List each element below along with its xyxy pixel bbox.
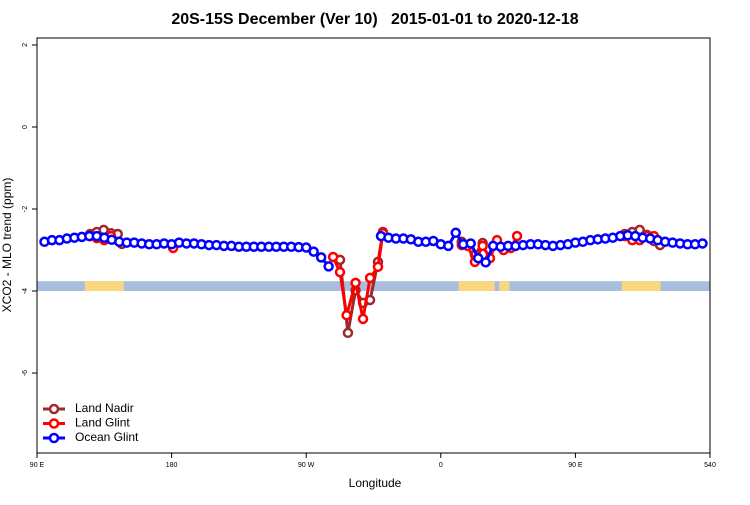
legend-label: Ocean Glint	[75, 430, 139, 444]
data-point	[372, 261, 384, 273]
data-point	[511, 230, 523, 242]
y-tick-label: 2	[22, 43, 29, 47]
data-point	[323, 261, 334, 272]
legend-label: Land Nadir	[75, 401, 134, 415]
land-patch	[499, 281, 510, 292]
y-tick-label: -6	[22, 370, 29, 376]
data-point	[327, 251, 339, 263]
legend-swatch-point	[48, 403, 60, 415]
data-point	[450, 227, 462, 239]
x-tick-label: 90 E	[568, 462, 583, 469]
x-axis-label: Longitude	[349, 476, 402, 490]
plot-frame	[36, 37, 711, 454]
data-point	[477, 240, 488, 252]
y-axis-label: XCO2 - MLO trend (ppm)	[0, 178, 14, 313]
data-point	[308, 246, 319, 257]
data-point	[315, 252, 327, 263]
x-tick-label: 90 W	[298, 462, 315, 469]
x-tick-label: 0	[439, 462, 443, 469]
x-tick-label: 180	[166, 462, 178, 469]
y-tick-label: -2	[22, 206, 29, 212]
data-point	[697, 238, 708, 249]
data-point	[357, 313, 369, 325]
data-point	[350, 277, 361, 289]
land-patch	[84, 281, 124, 292]
y-tick-label: -4	[22, 288, 29, 294]
data-point	[472, 252, 484, 264]
legend-swatch-point	[48, 418, 60, 429]
data-point	[300, 242, 312, 253]
chart-title: 20S-15S December (Ver 10) 2015-01-01 to …	[171, 11, 578, 28]
x-tick-label: 90 E	[30, 462, 45, 469]
data-point	[443, 240, 454, 252]
legend-label: Land Glint	[75, 416, 130, 430]
land-patch	[458, 281, 495, 292]
y-tick-label: 0	[22, 125, 29, 129]
data-point	[364, 272, 376, 284]
data-point	[334, 266, 346, 278]
data-point	[342, 327, 354, 339]
data-point	[480, 257, 491, 268]
legend-swatch-point	[48, 432, 60, 444]
data-point	[341, 309, 352, 321]
x-tick-label: 540	[704, 462, 716, 469]
land-patch	[621, 281, 661, 292]
data-point	[465, 238, 476, 249]
